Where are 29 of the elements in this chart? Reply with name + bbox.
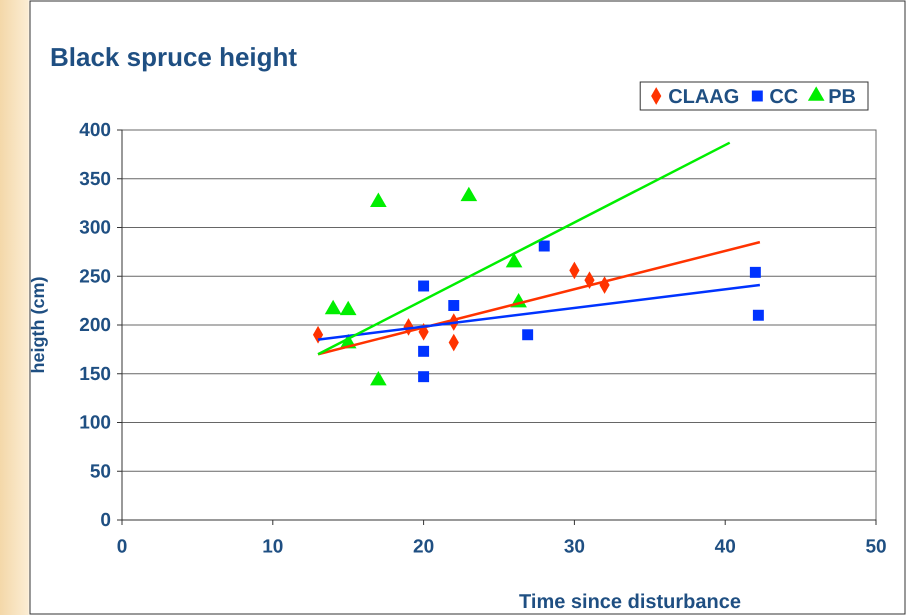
x-tick-label: 0 — [116, 536, 128, 558]
x-tick-label: 30 — [564, 536, 585, 558]
y-tick-label: 100 — [79, 412, 111, 434]
point — [418, 346, 430, 357]
x-tick-label: 40 — [714, 536, 736, 558]
x-tick-label: 20 — [413, 536, 434, 558]
y-tick-label: 350 — [79, 168, 111, 190]
chart-title: Black spruce height — [50, 42, 298, 72]
point — [418, 280, 430, 292]
point — [752, 310, 764, 321]
y-tick-label: 0 — [100, 510, 111, 532]
point — [538, 240, 550, 252]
point — [750, 266, 761, 278]
legend-label: CC — [769, 86, 798, 108]
point — [522, 329, 534, 340]
point — [418, 371, 430, 382]
y-tick-label: 300 — [79, 218, 111, 239]
legend-label: CLAAG — [668, 86, 740, 108]
x-tick-label: 50 — [865, 536, 887, 558]
y-axis-title: heigth (cm) — [28, 276, 48, 374]
point — [448, 300, 460, 311]
y-tick-label: 150 — [79, 364, 111, 385]
y-tick-label: 400 — [79, 120, 111, 142]
y-tick-label: 200 — [79, 315, 111, 336]
legend-label: PB — [828, 86, 856, 108]
x-tick-label: 10 — [262, 536, 284, 558]
y-tick-label: 250 — [79, 266, 111, 288]
y-tick-label: 50 — [90, 461, 111, 482]
x-axis-title: Time since disturbance — [519, 591, 741, 613]
